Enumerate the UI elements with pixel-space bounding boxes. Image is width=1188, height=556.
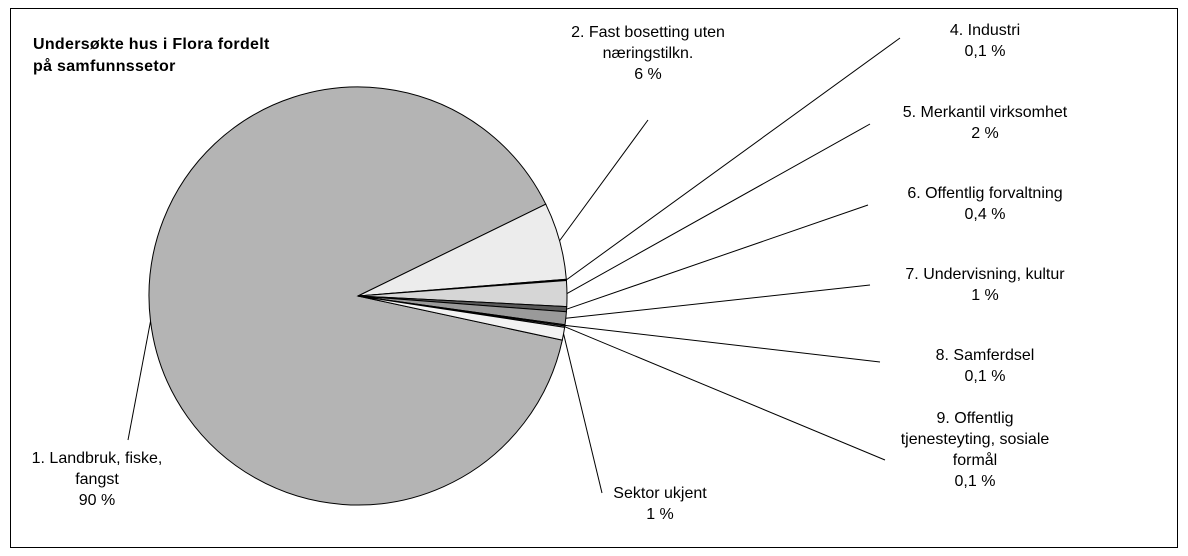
value-label: 0,1 %	[954, 473, 996, 490]
leader-line	[563, 333, 603, 494]
category-label: 6. Offentlig forvaltning	[907, 185, 1063, 202]
leader-line	[127, 321, 152, 441]
slice-label: 1. Landbruk, fiske, fangst 90 %	[12, 448, 182, 511]
slice-label: 2. Fast bosetting uten næringstilkn. 6 %	[548, 22, 748, 85]
value-label: 0,1 %	[964, 368, 1006, 385]
category-label: Sektor ukjent	[613, 485, 707, 502]
slice-label: 6. Offentlig forvaltning 0,4 %	[875, 183, 1095, 225]
value-label: 0,1 %	[964, 43, 1006, 60]
leader-line	[564, 324, 881, 363]
slice-label: Sektor ukjent 1 %	[590, 483, 730, 525]
category-label: 5. Merkantil virksomhet	[902, 104, 1068, 121]
category-label: 7. Undervisning, kultur	[905, 266, 1065, 283]
leader-line	[565, 284, 871, 319]
slice-label: 5. Merkantil virksomhet 2 %	[875, 102, 1095, 144]
leader-line	[566, 123, 871, 294]
category-label: 1. Landbruk, fiske, fangst	[31, 450, 163, 488]
slice-label: 4. Industri 0,1 %	[885, 20, 1085, 62]
category-label: 4. Industri	[949, 22, 1021, 39]
slice-label: 8. Samferdsel 0,1 %	[885, 345, 1085, 387]
value-label: 2 %	[971, 125, 999, 142]
value-label: 1 %	[646, 506, 674, 523]
leader-line	[566, 204, 869, 310]
value-label: 6 %	[634, 66, 662, 83]
chart-title: Undersøkte hus i Flora fordelt på samfun…	[33, 36, 270, 75]
category-label: 9. Offentlig tjenesteyting, sosiale form…	[900, 410, 1050, 469]
slice-label: 7. Undervisning, kultur 1 %	[875, 264, 1095, 306]
leader-line	[564, 326, 886, 461]
value-label: 1 %	[971, 287, 999, 304]
value-label: 0,4 %	[964, 206, 1006, 223]
slice-label: 9. Offentlig tjenesteyting, sosiale form…	[888, 408, 1063, 492]
category-label: 8. Samferdsel	[935, 347, 1035, 364]
pie-slice	[357, 295, 566, 341]
category-label: 2. Fast bosetting uten næringstilkn.	[571, 24, 725, 62]
leader-line	[566, 37, 901, 281]
value-label: 90 %	[78, 492, 116, 509]
leader-line	[559, 119, 649, 242]
